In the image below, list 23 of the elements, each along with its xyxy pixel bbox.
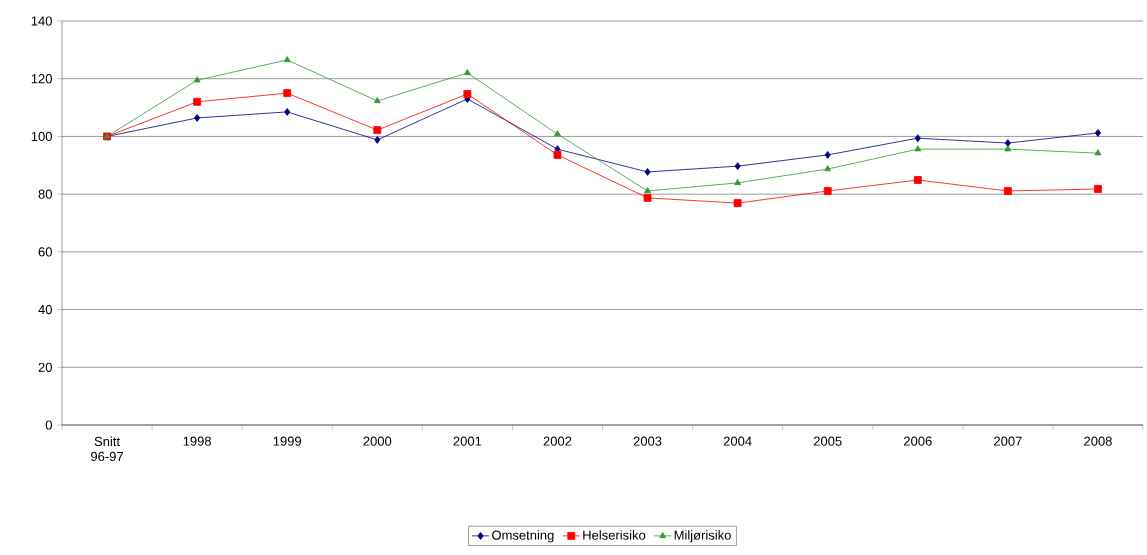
x-tick-label: 2008 [1084, 436, 1112, 446]
x-tick-label: 2003 [633, 436, 662, 446]
x-tick-label: 2002 [543, 436, 572, 446]
x-tick-label: 2001 [453, 436, 482, 446]
y-tick-label: 40 [38, 304, 52, 315]
y-tick-label: 80 [38, 189, 52, 199]
y-tick-label: 20 [38, 362, 52, 372]
x-tick-label: 2004 [723, 436, 752, 446]
y-tick-label: 0 [45, 420, 52, 430]
x-tick-label: 1998 [183, 436, 212, 446]
x-tick-label: 2005 [813, 436, 842, 446]
y-tick-label: 140 [31, 16, 52, 26]
legend-label: Helserisiko [583, 530, 646, 540]
y-tick-label: 100 [31, 131, 52, 142]
legend-label: Miljørisiko [674, 530, 731, 543]
y-tick-label: 120 [31, 74, 52, 84]
y-tick-label: 60 [38, 247, 52, 257]
legend-label: Omsetning [492, 530, 554, 543]
x-tick-label: 2007 [994, 436, 1022, 446]
x-tick-label: 2006 [904, 436, 932, 446]
x-tick-label: 1999 [273, 436, 302, 446]
x-tick-label: 2000 [363, 436, 392, 446]
x-tick-label: Snitt 96-97 [91, 436, 124, 462]
